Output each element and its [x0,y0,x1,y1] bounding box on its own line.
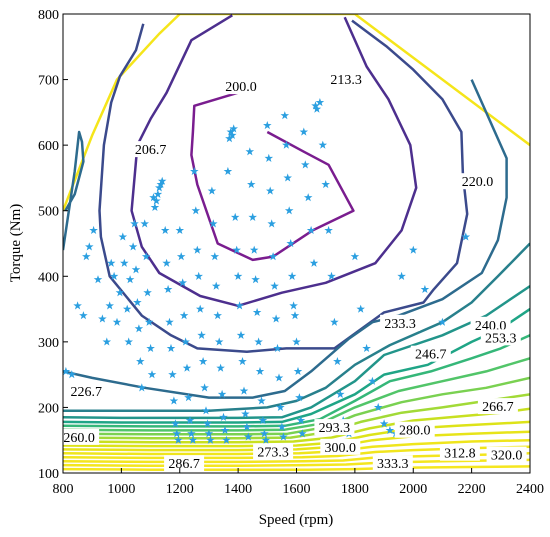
y-tick-label-6: 700 [38,74,59,89]
x-tick-label-8: 2400 [516,482,544,497]
x-tick-label-0: 800 [53,482,74,497]
contour-label-6: 233.3 [384,317,416,332]
contour-label-bg-5 [66,383,107,399]
contour-label-14: 286.7 [168,457,200,472]
contour-label-2: 213.3 [330,73,362,88]
x-tick-label-7: 2200 [458,482,486,497]
contour-line-7 [63,308,530,424]
y-tick-label-4: 500 [38,205,59,220]
x-tick-label-5: 1800 [341,482,369,497]
contour-label-3: 220.0 [462,175,494,190]
x-axis: 800 1000 1200 1400 1600 1800 2000 2200 2400 [53,468,544,497]
x-tick-label-2: 1200 [166,482,194,497]
y-axis: 100 200 300 400 500 600 700 800 [38,8,68,482]
contour-line-9 [63,357,530,432]
contour-label-bg-8 [410,345,451,362]
contour-label-bg-19 [372,455,413,472]
contour-label-11: 266.7 [482,400,514,415]
contour-label-9: 253.3 [485,331,517,346]
contour-label-bg-7 [470,316,511,333]
contour-label-10: 260.0 [63,431,95,446]
contour-label-13: 280.0 [399,424,431,439]
contour-label-19: 333.3 [377,457,409,472]
boundary-line [63,14,530,212]
y-tick-label-0: 100 [38,467,59,482]
contour-line-5 [63,242,530,412]
x-axis-title: Speed (rpm) [259,512,334,528]
contour-label-bg-6 [380,314,421,331]
y-tick-label-5: 600 [38,139,59,154]
contour-label-bg-18 [486,446,527,463]
contour-label-1: 206.7 [135,143,167,158]
contour-label-bg-2 [326,70,367,87]
y-tick-label-1: 200 [38,401,59,416]
contour-line-2 [98,19,469,353]
y-tick-label-7: 800 [38,8,59,23]
contour-label-16: 300.0 [325,441,357,456]
boundary-layer [63,14,530,212]
contour-label-bg-14 [164,455,205,472]
contour-label-5: 226.7 [71,385,103,400]
y-tick-label-3: 400 [38,270,59,285]
x-tick-label-4: 1600 [283,482,311,497]
contour-label-0: 200.0 [225,80,257,95]
contour-label-bg-0 [221,78,261,95]
x-tick-label-3: 1400 [224,482,252,497]
contour-label-bg-1 [130,141,171,158]
contour-label-bg-16 [320,438,361,455]
contour-label-18: 320.0 [491,449,523,464]
contour-label-bg-15 [314,419,355,436]
contour-label-bg-17 [439,444,480,461]
contour-label-bg-12 [253,443,294,460]
contour-label-15: 293.3 [319,421,351,436]
contour-label-17: 312.8 [444,447,476,462]
contour-line-4 [63,79,508,399]
x-tick-label-6: 2000 [399,482,427,497]
contour-label-bg-3 [457,173,498,190]
y-axis-title: Torque (Nm) [8,204,24,283]
contour-label-8: 246.7 [415,348,447,363]
contour-label-12: 273.3 [257,445,289,460]
contour-line-0 [190,91,355,262]
contour-line-6 [63,285,530,420]
contour-label-bg-9 [480,329,521,346]
contour-label-bg-10 [59,428,100,445]
y-tick-label-2: 300 [38,336,59,351]
contour-label-bg-11 [477,398,518,415]
x-tick-label-1: 1000 [107,482,135,497]
contour-line-3 [63,130,85,251]
contour-label-bg-13 [394,421,435,438]
